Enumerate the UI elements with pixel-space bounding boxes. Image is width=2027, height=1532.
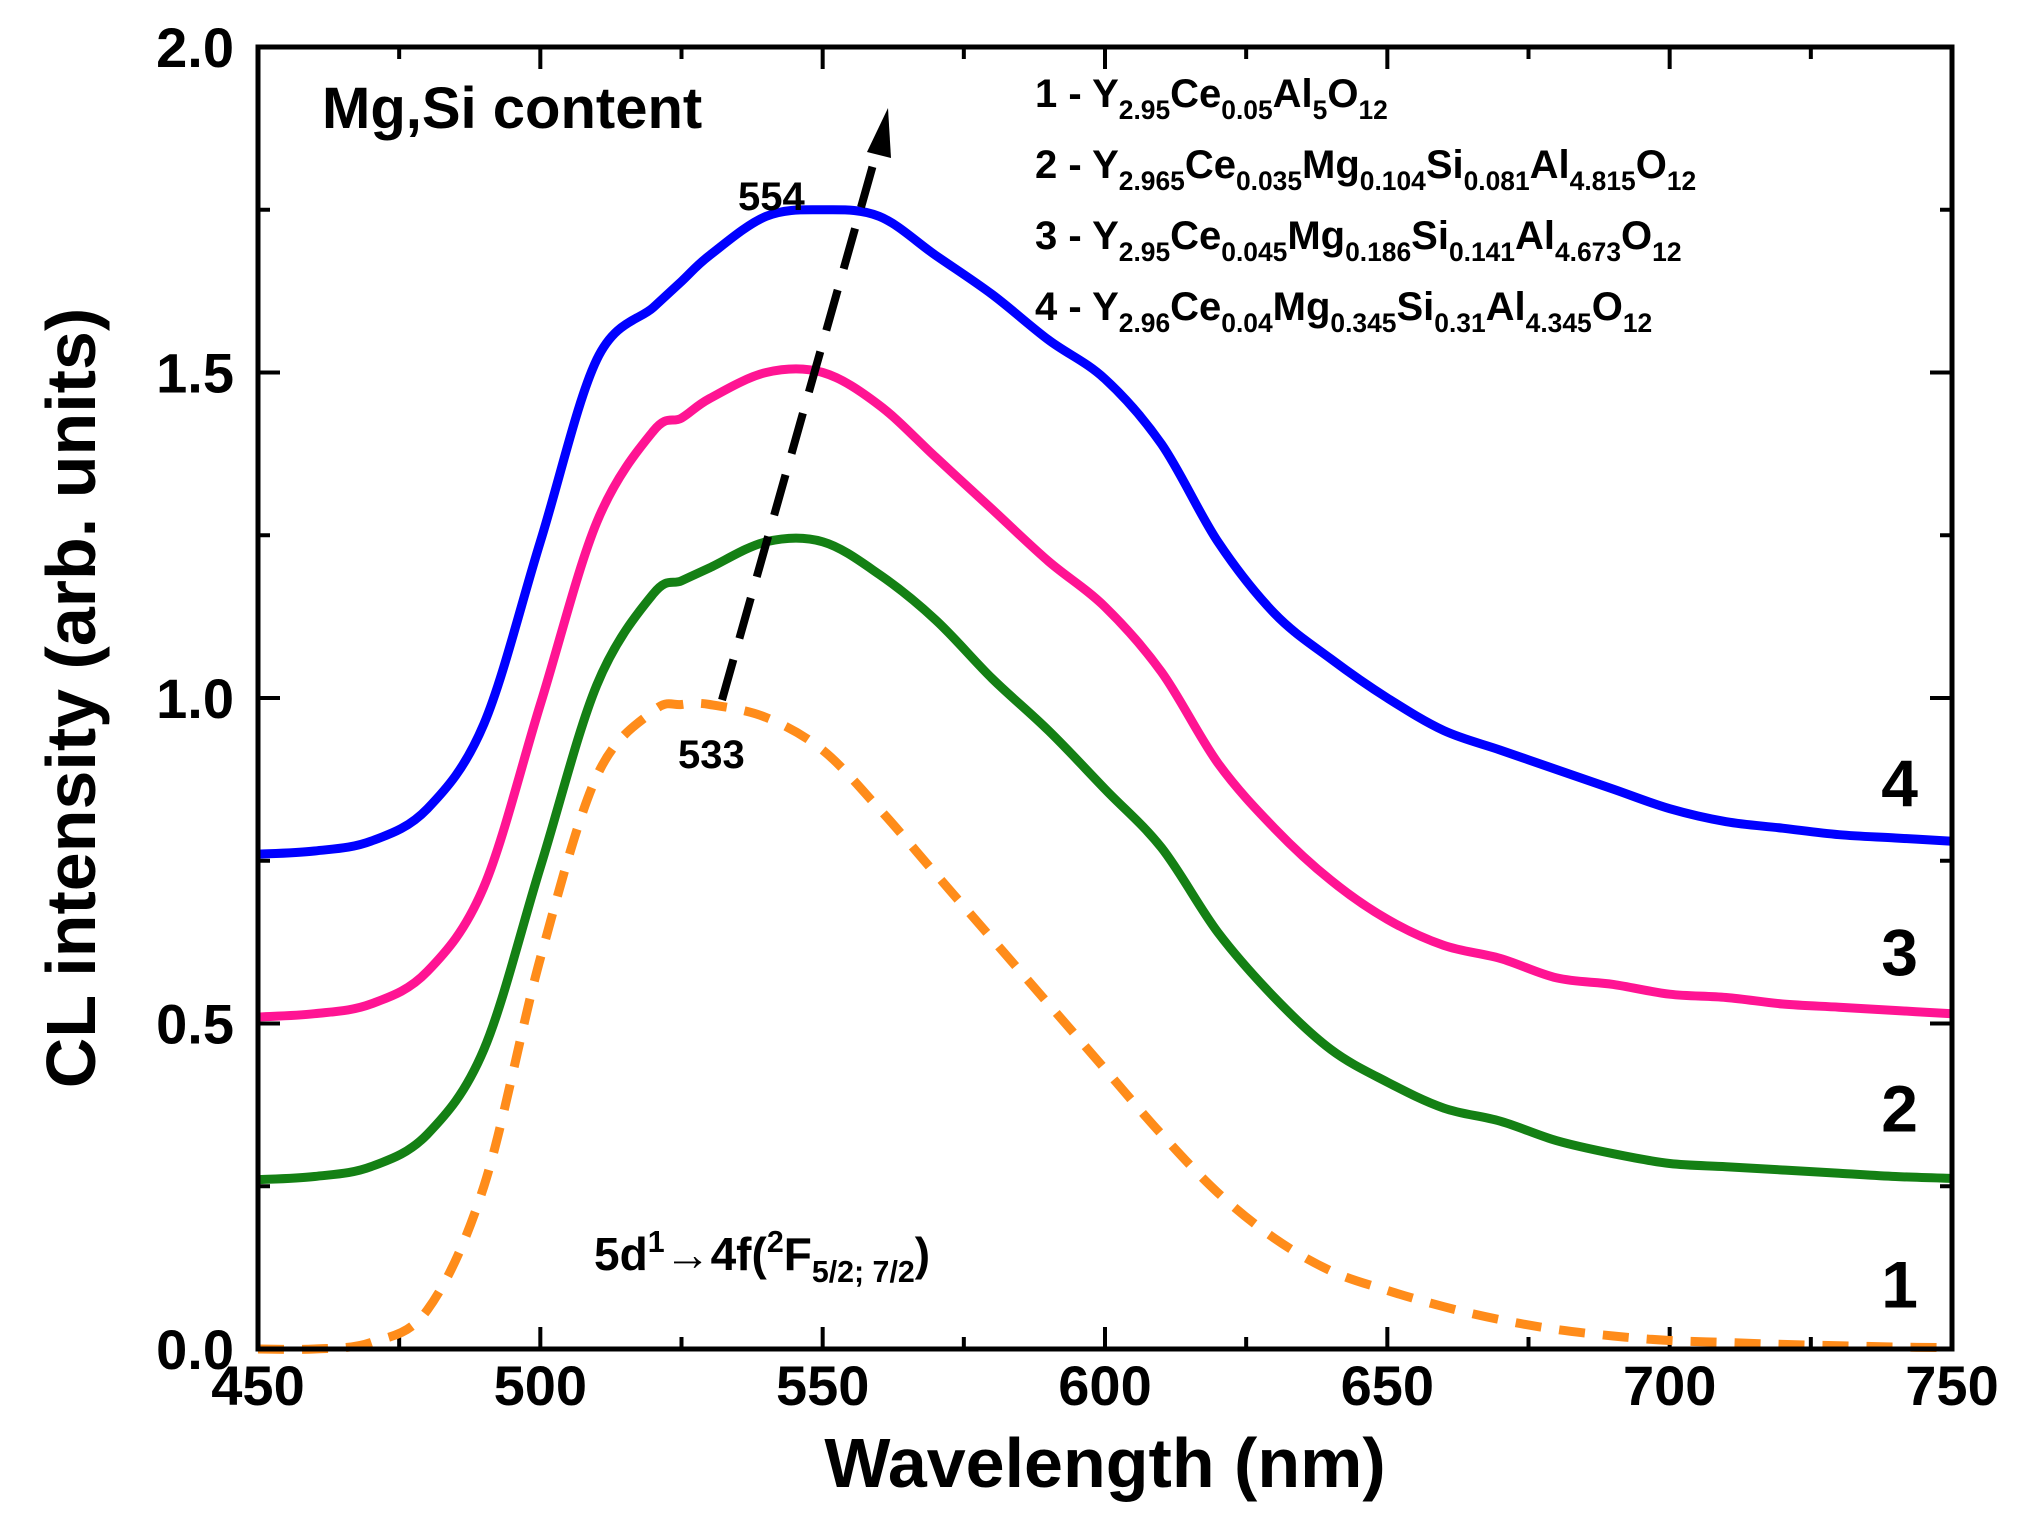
series-line-4 [257, 205, 1953, 859]
curve-label-3: 3 [1881, 915, 1918, 989]
plot-frame [255, 44, 1955, 1352]
curve-label-4: 4 [1881, 746, 1918, 820]
x-axis-title: Wavelength (nm) [824, 1424, 1385, 1502]
trend-arrow-line [718, 138, 884, 702]
curve-label-2: 2 [1881, 1072, 1918, 1146]
x-tick-label: 500 [494, 1354, 587, 1417]
curve-label-1: 1 [1881, 1247, 1918, 1321]
plot-border [255, 44, 1955, 1352]
peak-label-554: 554 [738, 175, 805, 219]
x-tick-label: 750 [1905, 1354, 1998, 1417]
x-tick-label: 700 [1623, 1354, 1716, 1417]
y-tick-label: 2.0 [156, 16, 234, 79]
axes: 450 500 550 600 650 700 750 0.0 0.5 1.0 1.5 2.0 Wave… [32, 16, 1999, 1502]
legend-entry-4: 4 - Y2.96Ce0.04Mg0.345Si0.31Al4.345O12 [1035, 285, 1652, 338]
peak-label-533: 533 [678, 733, 745, 777]
y-tick-label: 0.0 [156, 1318, 234, 1381]
y-axis-title: CL intensity (arb. units) [32, 308, 110, 1088]
y-tick-label: 1.0 [156, 667, 234, 730]
series-line-2 [257, 533, 1953, 1185]
series-lines [257, 205, 1953, 1354]
transition-label: 5d1→4f(2F5/2; 7/2) [594, 1226, 930, 1289]
y-tick-label: 1.5 [156, 342, 234, 405]
x-tick-label: 600 [1058, 1354, 1151, 1417]
y-tick-label: 0.5 [156, 993, 234, 1056]
x-tick-label: 450 [211, 1354, 304, 1417]
arrow-label: Mg,Si content [322, 76, 702, 141]
legend: 1 - Y2.95Ce0.05Al5O12 2 - Y2.965Ce0.035Mg… [1035, 72, 1696, 338]
series-line-1 [257, 698, 1953, 1354]
annotations: Mg,Si content 554 533 1 2 3 4 5d1→4f(2F5/2; … [322, 76, 1918, 1321]
x-tick-label: 550 [776, 1354, 869, 1417]
legend-entry-2: 2 - Y2.965Ce0.035Mg0.104Si0.081Al4.815O1… [1035, 143, 1696, 196]
legend-entry-1: 1 - Y2.95Ce0.05Al5O12 [1035, 72, 1388, 125]
trend-arrow-head [867, 108, 891, 158]
legend-entry-3: 3 - Y2.95Ce0.045Mg0.186Si0.141Al4.673O12 [1035, 214, 1682, 267]
series-line-3 [257, 364, 1953, 1022]
x-tick-label: 650 [1341, 1354, 1434, 1417]
